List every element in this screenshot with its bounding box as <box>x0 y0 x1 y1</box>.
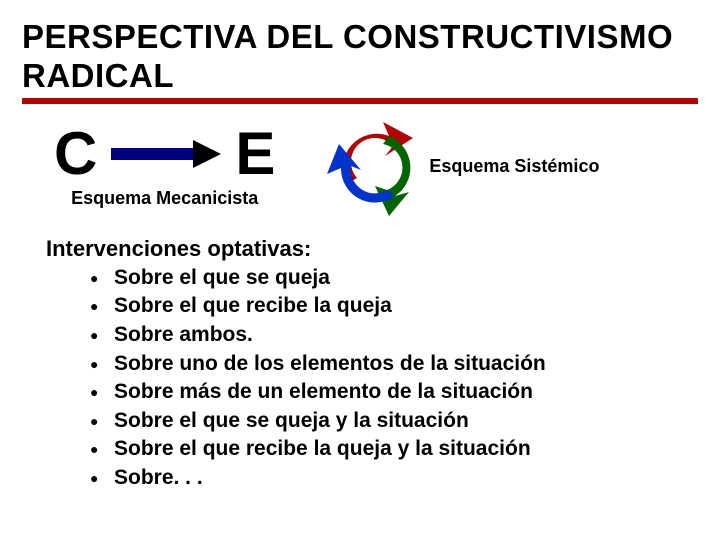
list-item: Sobre más de un elemento de la situación <box>90 378 698 407</box>
title-underline <box>22 98 698 104</box>
intervention-list: Sobre el que se queja Sobre el que recib… <box>90 264 698 492</box>
systemic-block: Esquema Sistémico <box>319 112 599 222</box>
slide-root: PERSPECTIVA DEL CONSTRUCTIVISMO RADICAL … <box>0 0 720 540</box>
mechanicist-block: C E Esquema Mecanicista <box>54 124 275 209</box>
list-item: Sobre el que se queja <box>90 264 698 293</box>
list-item: Sobre ambos. <box>90 321 698 350</box>
slide-title: PERSPECTIVA DEL CONSTRUCTIVISMO RADICAL <box>22 18 698 96</box>
list-item: Sobre el que recibe la queja y la situac… <box>90 435 698 464</box>
list-item: Sobre el que recibe la queja <box>90 292 698 321</box>
cycle-icon <box>319 112 429 222</box>
letter-e: E <box>235 124 275 184</box>
arrow-icon <box>111 138 221 170</box>
mechanicist-row: C E <box>54 124 275 184</box>
list-heading: Intervenciones optativas: <box>46 236 698 262</box>
list-item: Sobre. . . <box>90 464 698 493</box>
systemic-label: Esquema Sistémico <box>429 156 599 177</box>
mechanicist-label: Esquema Mecanicista <box>71 188 258 209</box>
list-item: Sobre uno de los elementos de la situaci… <box>90 350 698 379</box>
content-block: Intervenciones optativas: Sobre el que s… <box>46 236 698 492</box>
list-item: Sobre el que se queja y la situación <box>90 407 698 436</box>
letter-c: C <box>54 124 97 184</box>
schemes-row: C E Esquema Mecanicista Esquema Sistémic… <box>22 112 698 222</box>
